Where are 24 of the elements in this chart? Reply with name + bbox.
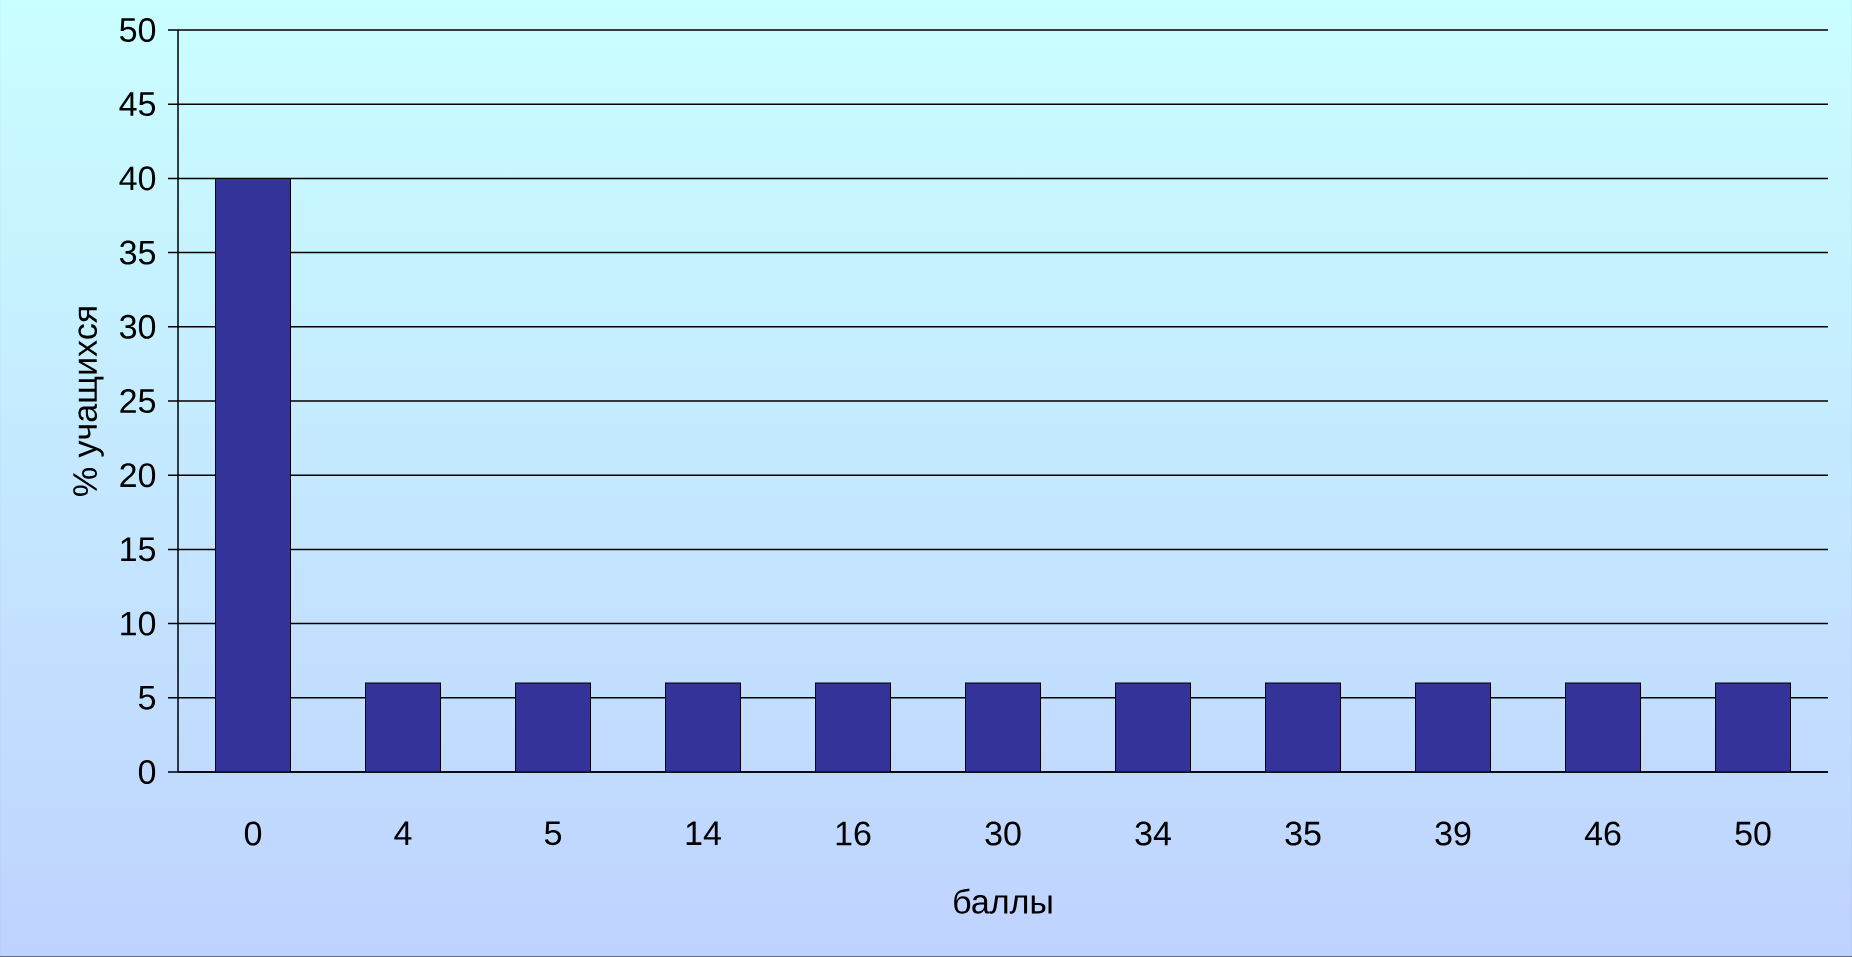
y-tick-label: 35	[119, 240, 156, 265]
x-tick-label: 5	[544, 821, 562, 846]
y-tick-label: 45	[119, 92, 156, 117]
x-axis-title: баллы	[954, 888, 1052, 914]
x-tick-label: 34	[1135, 821, 1171, 846]
x-tick-label: 14	[686, 821, 721, 845]
y-tick-label: 10	[121, 611, 156, 636]
y-tick-label: 50	[120, 17, 156, 43]
x-tick-label: 50	[1735, 821, 1771, 846]
x-tick-label: 16	[836, 821, 871, 846]
x-tick-label: 46	[1584, 821, 1621, 846]
y-tick-label: 40	[119, 166, 156, 191]
x-tick-label: 30	[985, 821, 1021, 846]
x-tick-label: 35	[1285, 821, 1321, 846]
y-tick-label: 30	[119, 314, 156, 339]
y-tick-label: 0	[138, 759, 156, 785]
y-axis-title: % учащихся	[73, 307, 104, 496]
x-tick-label: 4	[394, 821, 412, 845]
y-tick-label: 25	[120, 388, 156, 414]
x-tick-label: 39	[1435, 821, 1471, 846]
y-tick-label: 20	[120, 463, 156, 488]
y-tick-label: 5	[138, 685, 156, 710]
y-tick-label: 15	[121, 537, 156, 562]
x-tick-label: 0	[244, 821, 262, 846]
